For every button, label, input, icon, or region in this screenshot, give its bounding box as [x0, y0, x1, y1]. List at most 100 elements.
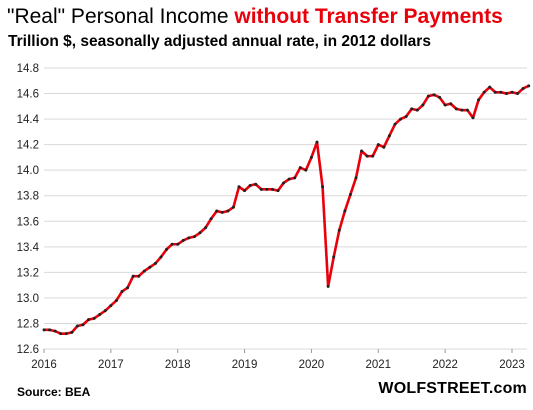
data-point: [87, 318, 91, 322]
data-point: [471, 116, 475, 120]
data-point: [326, 284, 330, 288]
data-point: [309, 155, 313, 159]
data-point: [109, 304, 113, 308]
data-point: [226, 209, 230, 213]
data-point: [254, 182, 258, 186]
x-tick-label: 2020: [299, 359, 325, 371]
data-point: [187, 236, 191, 240]
chart-title-part1: "Real" Personal Income: [7, 5, 235, 28]
data-point: [465, 108, 469, 112]
data-point: [64, 332, 68, 336]
data-point: [354, 176, 358, 180]
x-tick-label: 2021: [365, 359, 391, 371]
data-point: [321, 185, 325, 189]
data-point: [103, 309, 107, 313]
data-point: [209, 217, 213, 221]
data-point: [426, 94, 430, 98]
y-tick-label: 14.6: [17, 89, 39, 101]
data-point: [170, 242, 174, 246]
data-point: [293, 176, 297, 180]
data-point: [332, 255, 336, 259]
chart-subtitle: Trillion $, seasonally adjusted annual r…: [8, 33, 431, 50]
data-point: [75, 324, 79, 328]
data-point: [215, 209, 219, 213]
y-tick-label: 14.4: [17, 114, 40, 126]
data-point: [449, 102, 453, 106]
y-tick-label: 12.6: [17, 344, 39, 356]
y-tick-label: 14.8: [17, 63, 39, 75]
data-point: [527, 84, 531, 88]
data-point: [287, 177, 291, 181]
data-point: [343, 209, 347, 213]
data-point: [176, 242, 180, 246]
data-point: [454, 107, 458, 111]
data-point: [371, 154, 375, 158]
data-point: [42, 328, 46, 332]
chart-title-part2: without Transfer Payments: [234, 5, 503, 28]
data-point: [376, 143, 380, 147]
x-tick-label: 2017: [98, 359, 124, 371]
data-point: [360, 149, 364, 153]
x-tick-label: 2019: [232, 359, 258, 371]
data-point: [53, 329, 57, 333]
x-tick-label: 2018: [165, 359, 191, 371]
data-point: [477, 98, 481, 102]
data-point: [126, 286, 130, 290]
x-tick-label: 2022: [432, 359, 458, 371]
data-point: [399, 117, 403, 121]
data-point: [120, 290, 124, 294]
data-point: [510, 90, 514, 94]
data-point: [204, 226, 208, 230]
y-tick-label: 13.4: [17, 242, 40, 254]
data-point: [265, 187, 269, 191]
data-point: [504, 92, 508, 96]
source-note: Source: BEA: [17, 385, 91, 399]
data-point: [153, 261, 157, 265]
data-point: [98, 313, 102, 317]
data-point: [304, 168, 308, 172]
data-point: [410, 107, 414, 111]
credit-label: WOLFSTREET.com: [378, 380, 527, 397]
data-point: [92, 316, 96, 320]
series-line: [44, 84, 530, 335]
data-point: [482, 90, 486, 94]
data-point: [181, 238, 185, 242]
data-point: [114, 298, 118, 302]
data-point: [282, 181, 286, 185]
data-point: [521, 86, 525, 90]
data-point: [237, 185, 241, 189]
data-point: [220, 210, 224, 214]
data-point: [231, 205, 235, 209]
data-point: [198, 231, 202, 235]
data-point: [70, 330, 74, 334]
series-group: [44, 84, 530, 335]
data-point: [276, 189, 280, 193]
data-points: [42, 84, 531, 336]
data-point: [270, 187, 274, 191]
x-axis: 2016 2017 2018 2019 2020 2021 2022 2023: [31, 349, 525, 371]
grid-lines: [44, 67, 527, 350]
y-tick-label: 14.0: [17, 165, 39, 177]
y-tick-label: 12.8: [17, 318, 39, 330]
y-tick-label: 13.6: [17, 216, 39, 228]
data-point: [438, 95, 442, 99]
data-point: [493, 90, 497, 94]
y-tick-label: 13.8: [17, 191, 39, 203]
data-point: [460, 108, 464, 112]
data-point: [137, 274, 141, 278]
data-point: [148, 265, 152, 269]
data-point: [248, 184, 252, 188]
x-tick-label: 2023: [499, 359, 525, 371]
data-point: [159, 255, 163, 259]
y-tick-label: 13.2: [17, 267, 39, 279]
data-point: [192, 235, 196, 239]
data-point: [488, 85, 492, 89]
data-point: [259, 187, 263, 191]
x-tick-label: 2016: [31, 359, 57, 371]
data-point: [499, 90, 503, 94]
data-point: [382, 145, 386, 149]
data-point: [387, 134, 391, 138]
data-point: [443, 103, 447, 107]
data-point: [298, 166, 302, 170]
